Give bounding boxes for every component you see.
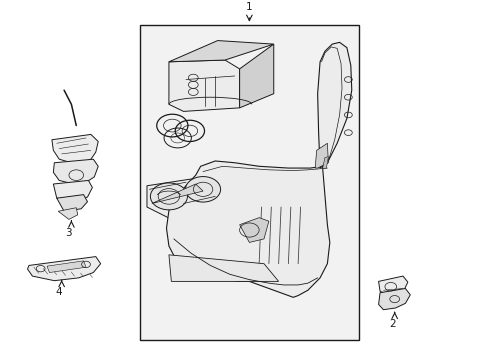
Polygon shape bbox=[147, 172, 249, 239]
Bar bbox=[140, 24, 358, 340]
Polygon shape bbox=[27, 257, 101, 281]
Polygon shape bbox=[168, 60, 239, 111]
Polygon shape bbox=[47, 261, 86, 273]
Text: 3: 3 bbox=[65, 228, 72, 238]
Polygon shape bbox=[239, 44, 273, 108]
Polygon shape bbox=[378, 288, 409, 310]
Polygon shape bbox=[322, 157, 328, 169]
Polygon shape bbox=[57, 195, 87, 211]
Polygon shape bbox=[58, 208, 78, 219]
Polygon shape bbox=[239, 218, 268, 242]
Polygon shape bbox=[53, 159, 98, 184]
Polygon shape bbox=[315, 143, 328, 168]
Text: 2: 2 bbox=[388, 319, 395, 329]
Circle shape bbox=[150, 183, 187, 210]
Polygon shape bbox=[53, 180, 92, 201]
Polygon shape bbox=[317, 42, 351, 168]
Circle shape bbox=[185, 176, 220, 202]
Text: 4: 4 bbox=[56, 287, 62, 297]
Polygon shape bbox=[378, 276, 407, 295]
Polygon shape bbox=[168, 255, 278, 282]
Polygon shape bbox=[52, 134, 98, 163]
Polygon shape bbox=[168, 41, 273, 62]
Text: 1: 1 bbox=[245, 2, 252, 12]
Polygon shape bbox=[166, 161, 329, 297]
Polygon shape bbox=[152, 184, 203, 203]
